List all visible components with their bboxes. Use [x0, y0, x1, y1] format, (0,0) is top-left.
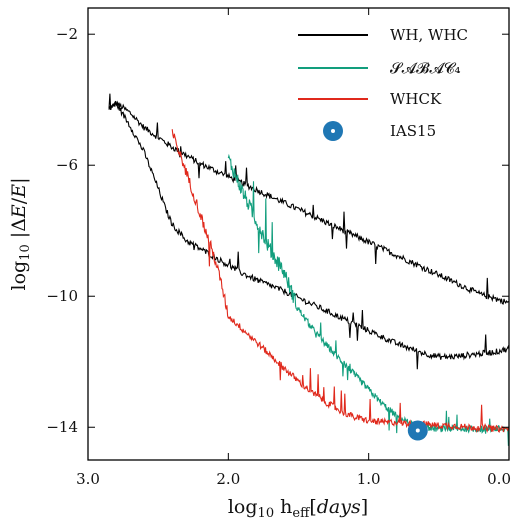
legend-label: WH, WHC: [390, 26, 468, 44]
y-tick-label: −2: [56, 25, 78, 43]
series-lines: [108, 93, 510, 446]
legend: WH, WHC 𝓢𝓐𝓑𝓐𝓒₄ WHCK IAS15: [298, 26, 468, 141]
x-tick-label: 2.0: [216, 470, 240, 488]
legend-swatch-center: [331, 129, 335, 133]
legend-label: 𝓢𝓐𝓑𝓐𝓒₄: [390, 59, 460, 77]
ias15-point: [407, 420, 428, 441]
series-line-1: [108, 93, 510, 305]
series-line-3: [227, 153, 510, 446]
ias15-dot-center: [415, 428, 420, 433]
legend-item: WHCK: [298, 90, 442, 108]
plot-frame: [87, 7, 510, 461]
y-tick-label: −10: [46, 287, 78, 305]
legend-item: IAS15: [323, 121, 436, 141]
legend-label: WHCK: [390, 90, 442, 108]
legend-label: IAS15: [390, 122, 436, 140]
legend-item: WH, WHC: [298, 26, 468, 44]
y-axis-ticks: −2 −6 −10 −14: [46, 25, 509, 436]
x-axis-ticks: 3.0 2.0 1.0 0.0: [76, 8, 511, 488]
legend-item: 𝓢𝓐𝓑𝓐𝓒₄: [298, 59, 460, 77]
x-tick-label: 3.0: [76, 470, 100, 488]
x-tick-label: 0.0: [487, 470, 511, 488]
y-axis-label: log10 |ΔE/E|: [8, 178, 33, 291]
series-line-4: [171, 129, 510, 435]
x-axis-label: log10 heff[days]: [228, 496, 368, 521]
y-tick-label: −6: [56, 156, 78, 174]
x-tick-label: 1.0: [357, 470, 381, 488]
y-tick-label: −14: [46, 418, 78, 436]
series-line-2: [108, 100, 510, 370]
scatter-points: [407, 420, 428, 441]
